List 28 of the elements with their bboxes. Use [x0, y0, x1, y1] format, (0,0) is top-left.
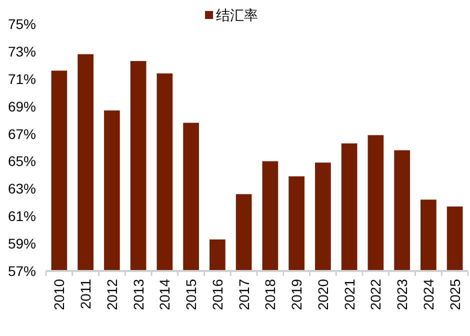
y-tick-label: 59% — [8, 236, 36, 252]
x-tick-label: 2021 — [341, 278, 358, 310]
y-tick-label: 69% — [8, 98, 36, 114]
y-tick-label: 63% — [8, 180, 36, 197]
x-tick-label: 2018 — [262, 278, 278, 310]
x-tick-label: 2024 — [420, 278, 436, 310]
y-tick-label: 73% — [8, 43, 36, 60]
x-tick-label: 2025 — [446, 278, 463, 310]
y-tick-label: 61% — [8, 208, 36, 224]
x-tick-label: 2020 — [314, 278, 331, 310]
x-tick-label: 2010 — [51, 278, 68, 310]
y-tick-label: 71% — [8, 70, 36, 87]
x-tick-label: 2016 — [209, 278, 226, 310]
x-tick-label: 2012 — [104, 278, 120, 310]
x-tick-label: 2015 — [183, 278, 200, 310]
y-tick-label: 75% — [8, 16, 36, 32]
x-tick-label: 2019 — [288, 278, 305, 310]
legend: 结汇率 — [205, 7, 258, 23]
x-tick-label: 2011 — [78, 278, 94, 310]
x-tick-label: 2023 — [394, 278, 410, 310]
x-tick-label: 2014 — [156, 278, 173, 310]
x-tick-label: 2022 — [368, 278, 384, 310]
y-tick-label: 57% — [8, 263, 36, 279]
x-tick-label: 2017 — [236, 278, 252, 310]
x-tick-label: 2013 — [130, 278, 146, 310]
legend-label: 结汇率 — [216, 7, 258, 23]
y-tick-label: 65% — [8, 153, 36, 170]
y-tick-label: 67% — [8, 126, 36, 142]
